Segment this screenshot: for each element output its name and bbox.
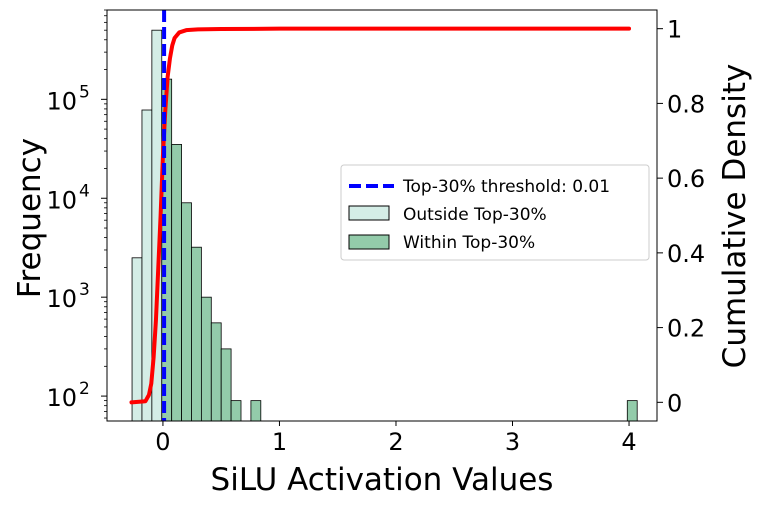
- bar-within-1: [171, 144, 182, 422]
- x-tick-label-1: 1: [272, 428, 287, 456]
- y-tick-exp-2: 4: [79, 181, 90, 201]
- y2-tick-label-1: 0.2: [667, 315, 705, 343]
- y-tick-exp-1: 3: [79, 280, 90, 300]
- bar-within-7: [230, 400, 242, 422]
- cdf-line: [129, 26, 632, 405]
- bar-within-4: [200, 296, 212, 422]
- y-axis-label: Frequency: [12, 138, 48, 298]
- legend-frame: [340, 164, 650, 261]
- y-tick-label-2: 10: [46, 186, 77, 214]
- y-tick-exp-3: 5: [79, 82, 90, 102]
- x-tick-label-4: 4: [621, 428, 636, 456]
- y2-tick-label-5: 1: [667, 16, 682, 44]
- y2-tick-label-0: 0: [667, 389, 682, 417]
- y-tick-exp-0: 2: [79, 379, 90, 399]
- histogram-bars: [131, 29, 638, 422]
- bar-outside-0: [131, 257, 143, 422]
- y-tick-label-0: 10: [46, 384, 77, 412]
- bar-within-2: [181, 202, 192, 422]
- y2-tick-label-4: 0.8: [667, 90, 705, 118]
- legend: Top-30% threshold: 0.01 Outside Top-30% …: [340, 164, 650, 261]
- x-tick-label-2: 2: [388, 428, 403, 456]
- legend-outside-label: Outside Top-30%: [403, 205, 547, 225]
- bar-within-9: [250, 400, 262, 422]
- y2-tick-label-3: 0.6: [667, 165, 705, 193]
- x-tick-label-3: 3: [505, 428, 520, 456]
- y-tick-label-3: 10: [46, 87, 77, 115]
- bar-within-10: [626, 400, 638, 422]
- legend-within-label: Within Top-30%: [403, 233, 535, 253]
- x-axis: 0 1 2 3 4: [155, 421, 637, 456]
- x-axis-label: SiLU Activation Values: [211, 462, 554, 498]
- bar-within-5: [210, 322, 222, 422]
- x-tick-label-0: 0: [155, 428, 170, 456]
- plot-frame: [106, 9, 658, 422]
- bar-within-6: [220, 348, 232, 422]
- y2-axis-label: Cumulative Density: [717, 64, 753, 369]
- bar-within-3: [191, 246, 202, 422]
- legend-threshold-label: Top-30% threshold: 0.01: [402, 177, 610, 197]
- y-tick-label-1: 10: [46, 285, 77, 313]
- y-axis-right: 0 0.2 0.4 0.6 0.8 1: [657, 16, 705, 417]
- legend-within-swatch: [348, 234, 390, 250]
- legend-outside-swatch: [348, 205, 390, 221]
- y2-tick-label-2: 0.4: [667, 240, 705, 268]
- cdf-layer: [129, 26, 632, 405]
